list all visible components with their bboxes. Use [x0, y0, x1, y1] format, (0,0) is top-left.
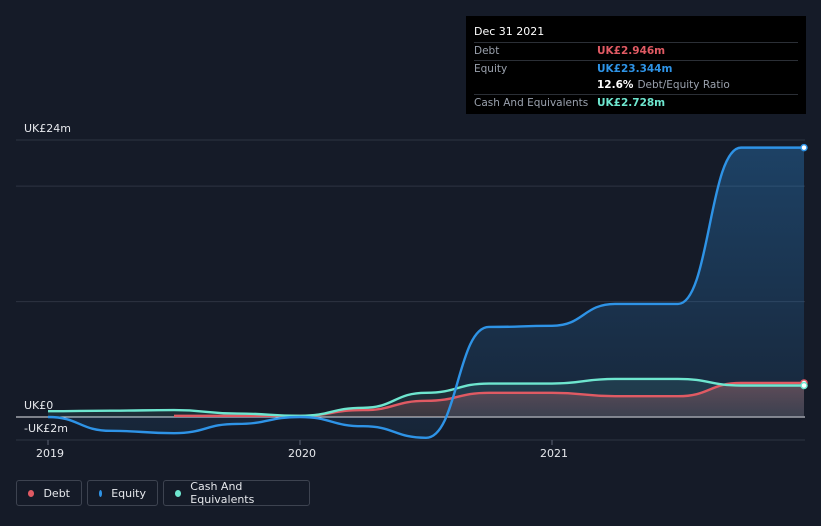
equity-line [47, 146, 804, 439]
tooltip-cash-label: Cash And Equivalents [474, 96, 589, 109]
y-tick-label-2: -UK£2m [24, 422, 68, 435]
legend-cash-label: Cash And Equivalents [190, 480, 255, 506]
tooltip-equity-label: Equity [474, 62, 508, 75]
tooltip-debt-row: Debt UK£2.946m [474, 42, 798, 60]
debt-dot-icon [28, 489, 35, 497]
legend-debt-label: Debt [43, 486, 70, 500]
x-tick-label-2: 2021 [540, 447, 568, 460]
tooltip-cash-value: UK£2.728m [597, 96, 666, 109]
cash-end-point [800, 381, 808, 390]
tooltip-debt-label: Debt [474, 45, 500, 57]
x-tick-label-1: 2020 [288, 447, 316, 460]
legend-item-cash[interactable]: Cash And Equivalents [163, 480, 310, 506]
tooltip-ratio-value: 12.6% [597, 79, 634, 91]
legend-item-equity[interactable]: Equity [87, 480, 158, 506]
tooltip-cash-row: Cash And Equivalents UK£2.728m [474, 93, 798, 112]
legend-equity-label: Equity [111, 486, 146, 500]
chart-legend: Debt Equity Cash And Equivalents [16, 480, 310, 506]
equity-area [48, 147, 804, 438]
tooltip-ratio-row: 12.6% Debt/Equity Ratio [474, 77, 798, 94]
tooltip-equity-row: Equity UK£23.344m [474, 59, 798, 78]
tooltip-date: Dec 31 2021 [474, 25, 545, 38]
cash-dot-icon [175, 489, 182, 497]
cash-line [47, 377, 804, 418]
x-tick-label-0: 2019 [36, 447, 64, 460]
equity-end-point [800, 143, 808, 152]
tooltip-ratio-label: Debt/Equity Ratio [637, 79, 730, 91]
y-tick-label-0: UK£24m [24, 122, 71, 135]
cash-area [48, 378, 804, 417]
debt-area [174, 382, 804, 417]
tooltip-debt-value: UK£2.946m [597, 45, 666, 57]
y-tick-label-1: UK£0 [24, 399, 53, 412]
tooltip-equity-value: UK£23.344m [597, 62, 673, 75]
data-tooltip: Dec 31 2021 Debt UK£2.946m Equity UK£23.… [466, 16, 806, 114]
legend-item-debt[interactable]: Debt [16, 480, 82, 506]
equity-dot-icon [99, 489, 103, 497]
